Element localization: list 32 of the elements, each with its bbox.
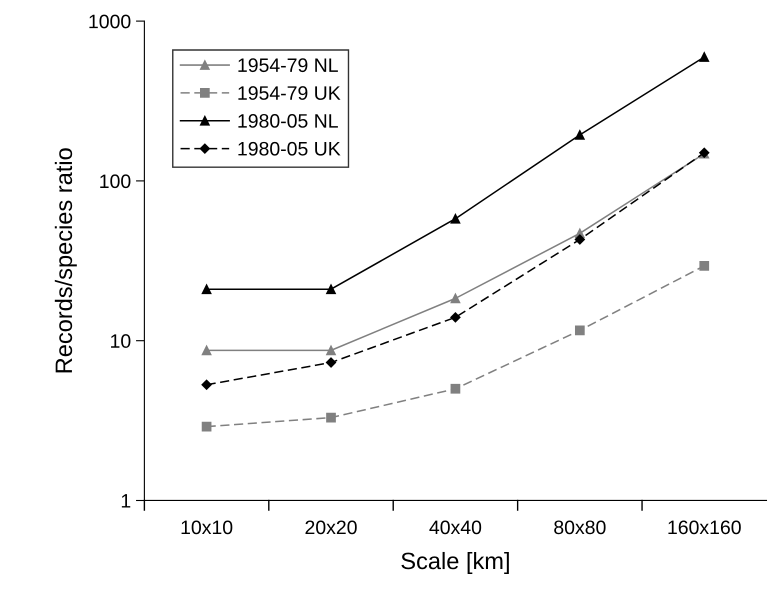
point xyxy=(326,412,336,422)
legend-label: 1954-79 NL xyxy=(238,58,338,72)
point xyxy=(326,357,336,368)
point xyxy=(699,260,710,271)
point xyxy=(326,284,336,294)
x-tick-label: 20x20 xyxy=(306,520,357,534)
legend-label: 1954-79 UK xyxy=(238,86,340,100)
point xyxy=(326,346,336,356)
point xyxy=(450,312,461,322)
y-tick-label: 1000 xyxy=(89,14,130,28)
point xyxy=(574,234,585,245)
point xyxy=(574,130,585,140)
y-tick-label: 10 xyxy=(111,334,130,348)
x-tick-label: 10x10 xyxy=(182,520,232,534)
point xyxy=(574,326,585,336)
x-tick-label: 80x80 xyxy=(554,520,606,534)
y-tick-label: 100 xyxy=(100,174,130,188)
point xyxy=(201,380,212,390)
point xyxy=(202,284,212,294)
x-tick-label: 40x40 xyxy=(429,520,482,534)
legend-label: 1980-05 UK xyxy=(238,142,340,156)
x-tick-label: 160x160 xyxy=(668,520,741,534)
point xyxy=(699,52,710,62)
legend-label: 1980-05 NL xyxy=(238,114,338,128)
y-tick-label: 1 xyxy=(122,494,130,508)
x-axis-title: Scale [km] xyxy=(401,552,509,574)
point xyxy=(450,384,460,394)
point xyxy=(202,422,212,432)
point xyxy=(202,346,212,356)
y-axis-title: Records/species ratio xyxy=(54,148,77,372)
point xyxy=(450,214,460,224)
point xyxy=(450,294,460,304)
